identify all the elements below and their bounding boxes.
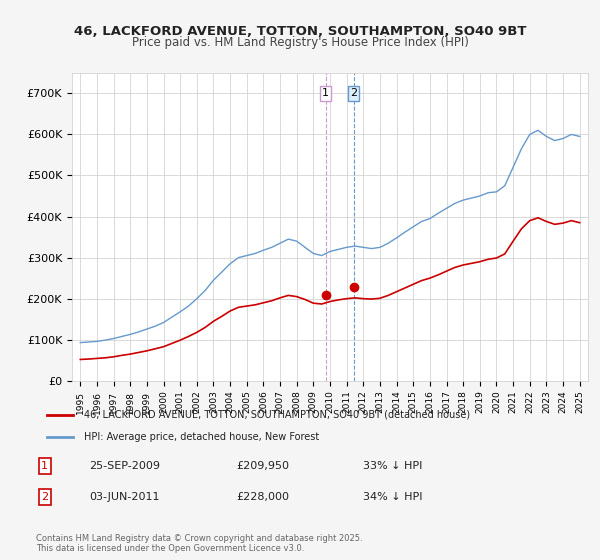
Text: Contains HM Land Registry data © Crown copyright and database right 2025.
This d: Contains HM Land Registry data © Crown c… [36,534,362,553]
Text: 2: 2 [41,492,49,502]
Text: 34% ↓ HPI: 34% ↓ HPI [364,492,423,502]
Text: 03-JUN-2011: 03-JUN-2011 [89,492,160,502]
Text: £228,000: £228,000 [236,492,290,502]
Text: Price paid vs. HM Land Registry's House Price Index (HPI): Price paid vs. HM Land Registry's House … [131,36,469,49]
Text: £209,950: £209,950 [236,461,290,471]
Text: 2: 2 [350,88,357,99]
Text: 1: 1 [322,88,329,99]
Text: 33% ↓ HPI: 33% ↓ HPI [364,461,423,471]
Text: 25-SEP-2009: 25-SEP-2009 [89,461,160,471]
Text: HPI: Average price, detached house, New Forest: HPI: Average price, detached house, New … [83,432,319,442]
Text: 46, LACKFORD AVENUE, TOTTON, SOUTHAMPTON, SO40 9BT (detached house): 46, LACKFORD AVENUE, TOTTON, SOUTHAMPTON… [83,409,470,419]
Text: 46, LACKFORD AVENUE, TOTTON, SOUTHAMPTON, SO40 9BT: 46, LACKFORD AVENUE, TOTTON, SOUTHAMPTON… [74,25,526,38]
Text: 1: 1 [41,461,48,471]
